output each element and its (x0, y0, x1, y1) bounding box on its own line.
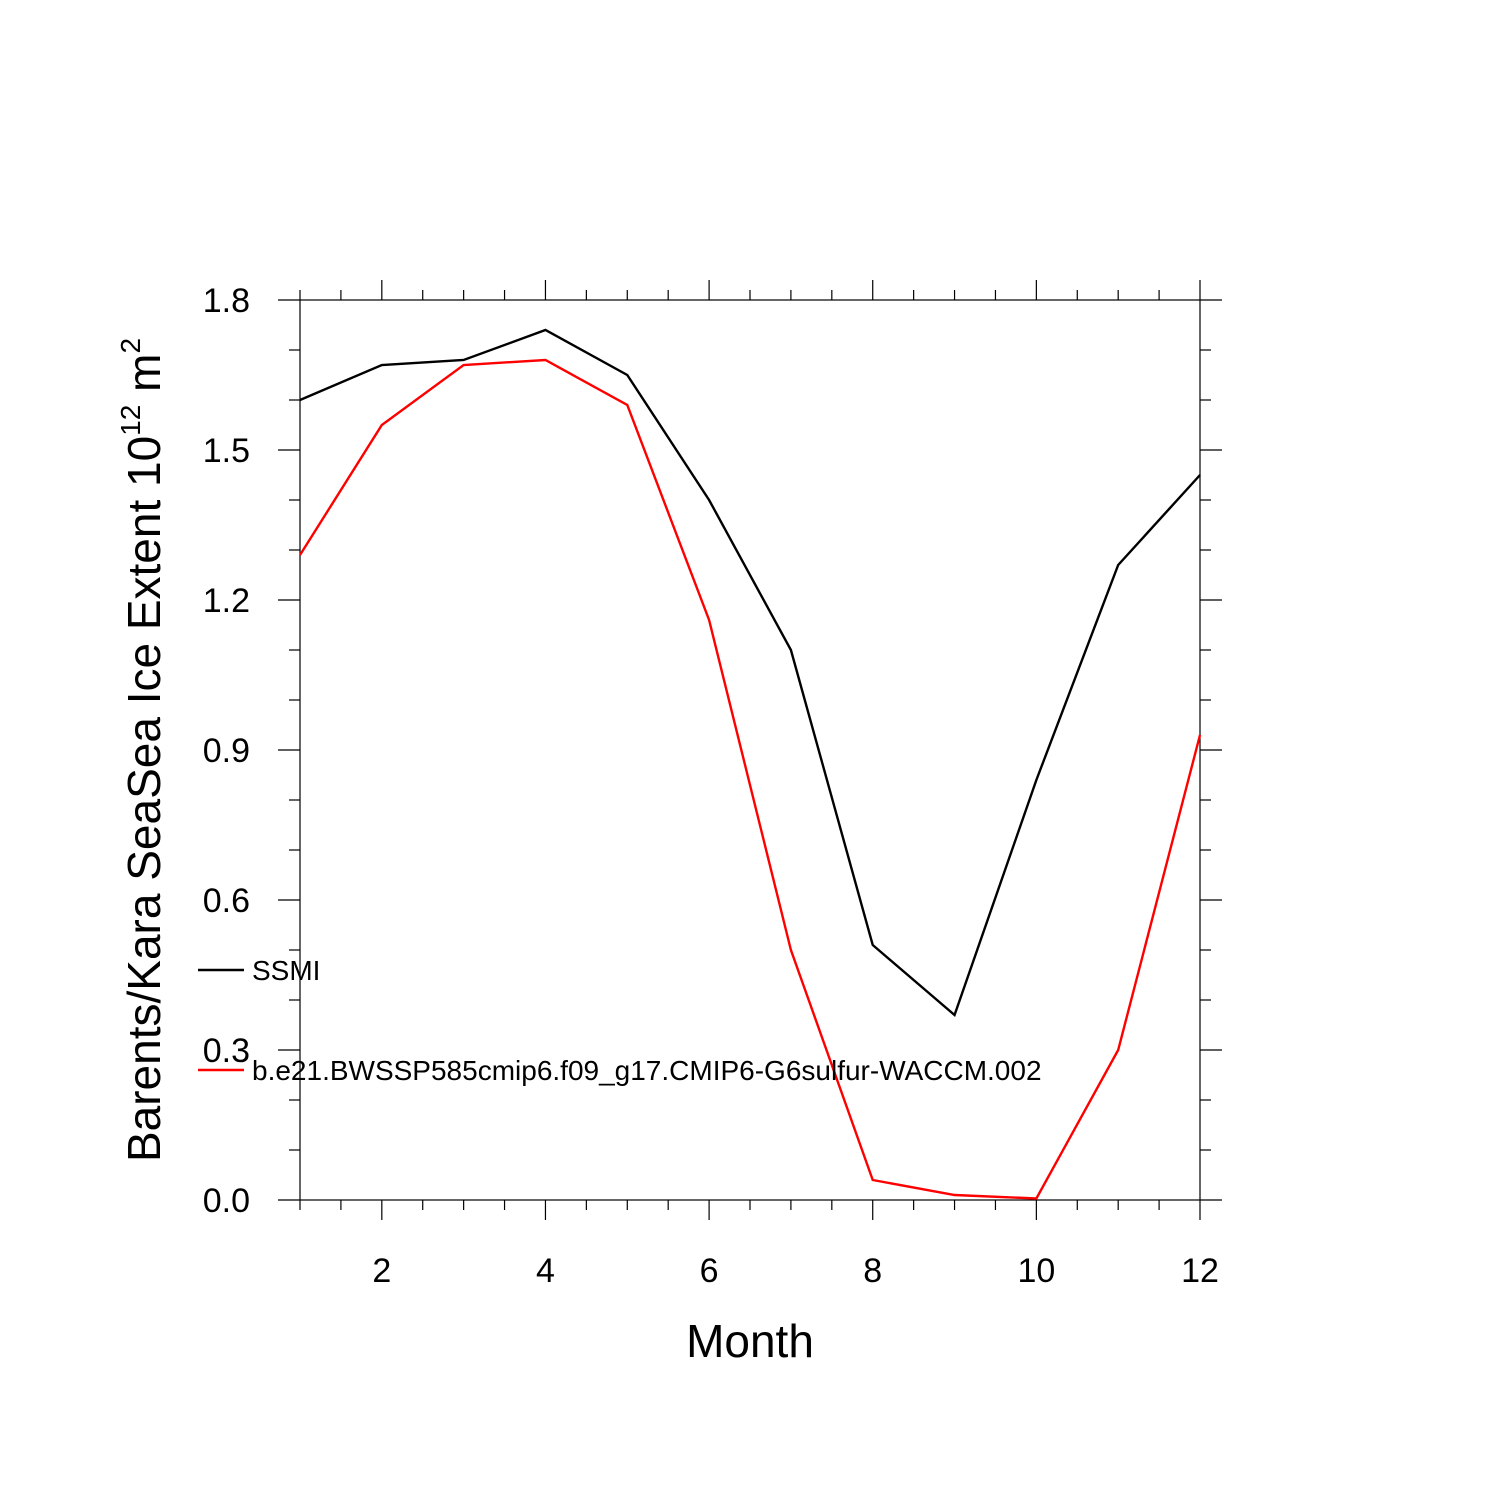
x-tick-label: 12 (1181, 1252, 1219, 1290)
y-tick-label: 1.5 (203, 432, 250, 470)
x-tick-label: 4 (536, 1252, 555, 1290)
y-tick-label: 0.0 (203, 1182, 250, 1220)
y-axis-title: Barents/Kara SeaSea Ice Extent 1012 m2 (115, 338, 170, 1162)
x-tick-label: 10 (1017, 1252, 1055, 1290)
axis-tick-labels: 2 4 6 8 10 12 0.0 0.3 0.6 0.9 1.2 1.5 1.8 (203, 282, 1219, 1290)
legend-label: b.e21.BWSSP585cmip6.f09_g17.CMIP6-G6sulf… (252, 1055, 1042, 1086)
x-tick-label: 6 (700, 1252, 719, 1290)
y-tick-label: 0.9 (203, 732, 250, 770)
y-axis-title-unit-exponent: 2 (115, 338, 146, 354)
y-tick-label: 0.6 (203, 882, 250, 920)
axis-ticks (278, 280, 1222, 1220)
series-line-2 (298, 358, 1202, 1200)
x-tick-label: 8 (863, 1252, 882, 1290)
x-axis-title: Month (686, 1315, 814, 1367)
series-line-1 (299, 328, 1201, 1018)
data-lines (298, 328, 1202, 1200)
legend-label: SSMI (252, 955, 320, 986)
y-tick-label: 0.3 (203, 1032, 250, 1070)
legend: SSMI b.e21.BWSSP585cmip6.f09_g17.CMIP6-G6… (198, 955, 1042, 1086)
y-axis-title-exponent: 12 (115, 405, 146, 436)
y-axis-title-unit: m (118, 354, 170, 405)
y-tick-label: 1.2 (203, 582, 250, 620)
y-axis-title-main: Barents/Kara SeaSea Ice Extent 10 (118, 436, 170, 1162)
x-tick-label: 2 (372, 1252, 391, 1290)
y-tick-label: 1.8 (203, 282, 250, 320)
